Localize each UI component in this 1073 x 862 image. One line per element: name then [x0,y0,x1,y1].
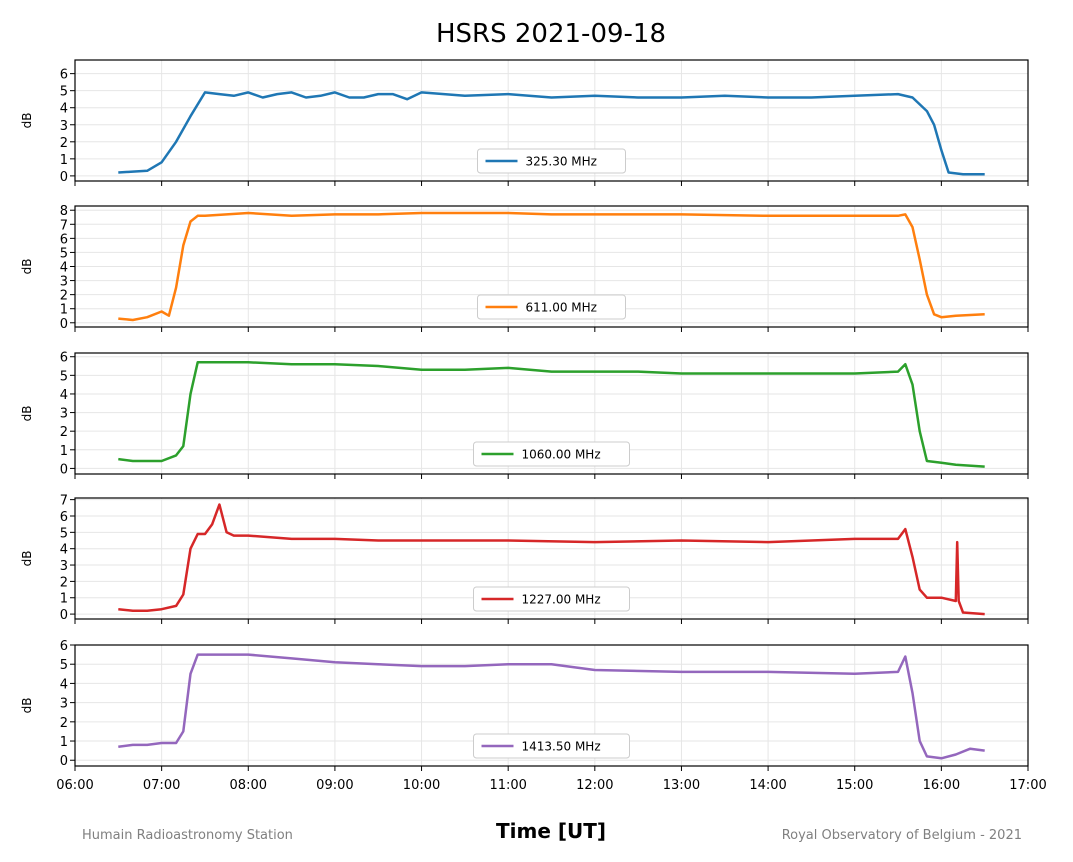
series-line [118,361,985,468]
legend-box [473,441,630,467]
axes-frame [74,59,1029,182]
y-tick-label: 6 [60,351,68,366]
y-axis-label: dB [20,551,34,567]
y-tick-label: 0 [60,170,68,185]
x-tick-label: 07:00 [143,778,180,793]
series-line [118,653,985,760]
series-line [118,211,985,322]
series-line [118,503,985,616]
y-tick-label: 5 [60,246,68,261]
series-line [118,91,985,176]
y-tick-label: 6 [60,232,68,247]
y-tick-label: 6 [60,639,68,654]
y-tick-label: 8 [60,204,68,219]
x-tick-label: 12:00 [576,778,613,793]
x-tick-label: 16:00 [923,778,960,793]
chart-title: HSRS 2021-09-18 [436,19,666,49]
panel: 01 234 567 dB 1227.00 MHz [20,494,1029,624]
y-axis-label: dB [20,259,34,275]
x-tick-label: 15:00 [836,778,873,793]
y-tick-label: 7 [60,494,68,509]
legend-label: 611.00 MHz [526,301,597,315]
y-tick-label: 2 [60,716,68,731]
y-tick-label: 0 [60,462,68,477]
y-tick-label: 0 [60,754,68,769]
axes-frame [74,497,1029,620]
y-tick-label: 1 [60,735,68,750]
y-tick-label: 5 [60,369,68,384]
y-tick-label: 6 [60,68,68,83]
x-tick-label: 08:00 [230,778,267,793]
x-tick-label: 06:00 [56,778,93,793]
y-tick-label: 5 [60,658,68,673]
panel: 0 1 2 3 4 5 6 dB 325.30 MHz [20,59,1029,186]
legend-label: 1227.00 MHz [522,593,601,607]
x-axis-label: Time [UT] [496,819,606,843]
legend-label: 325.30 MHz [526,155,597,169]
y-tick-label: 5 [60,85,68,100]
y-tick-label: 0 [60,608,68,623]
y-tick-label: 2 [60,425,68,440]
legend-label: 1060.00 MHz [522,448,601,462]
y-tick-label: 4 [60,102,68,117]
x-tick-label: 13:00 [663,778,700,793]
panel: 06:00 07:00 08:00 09:00 10:00 11:00 12:00 13:00… [20,639,1047,793]
y-tick-label: 1 [60,444,68,459]
axes-frame [74,352,1029,475]
legend-box [473,586,630,612]
y-tick-label: 3 [60,119,68,134]
y-tick-label: 3 [60,275,68,290]
y-tick-label: 6 [60,510,68,525]
y-tick-label: 4 [60,261,68,276]
legend-label: 1413.50 MHz [522,740,601,754]
credit-right: Royal Observatory of Belgium - 2021 [782,828,1022,843]
y-tick-label: 1 [60,592,68,607]
y-tick-label: 2 [60,575,68,590]
y-tick-label: 2 [60,136,68,151]
legend-box [473,733,630,759]
x-tick-label: 17:00 [1009,778,1046,793]
y-tick-label: 1 [60,303,68,318]
y-tick-label: 5 [60,526,68,541]
credit-left: Humain Radioastronomy Station [82,828,293,843]
y-tick-label: 3 [60,407,68,422]
x-tick-label: 14:00 [749,778,786,793]
y-tick-label: 4 [60,543,68,558]
legend-box [477,148,626,174]
y-tick-label: 3 [60,559,68,574]
panel: 0 1 2 3 4 5 6 dB 1060.00 MHz [20,351,1029,479]
legend-box [477,294,626,320]
y-tick-label: 0 [60,317,68,332]
y-tick-label: 1 [60,153,68,168]
y-axis-label: dB [20,698,34,714]
x-tick-label: 09:00 [316,778,353,793]
x-tick-label: 11:00 [489,778,526,793]
y-tick-label: 7 [60,218,68,233]
axes-frame [74,205,1029,328]
y-tick-label: 3 [60,697,68,712]
x-tick-label: 10:00 [403,778,440,793]
y-axis-label: dB [20,113,34,129]
y-tick-label: 4 [60,388,68,403]
axes-frame [74,644,1029,767]
y-tick-label: 4 [60,677,68,692]
y-tick-label: 2 [60,289,68,304]
y-axis-label: dB [20,406,34,422]
